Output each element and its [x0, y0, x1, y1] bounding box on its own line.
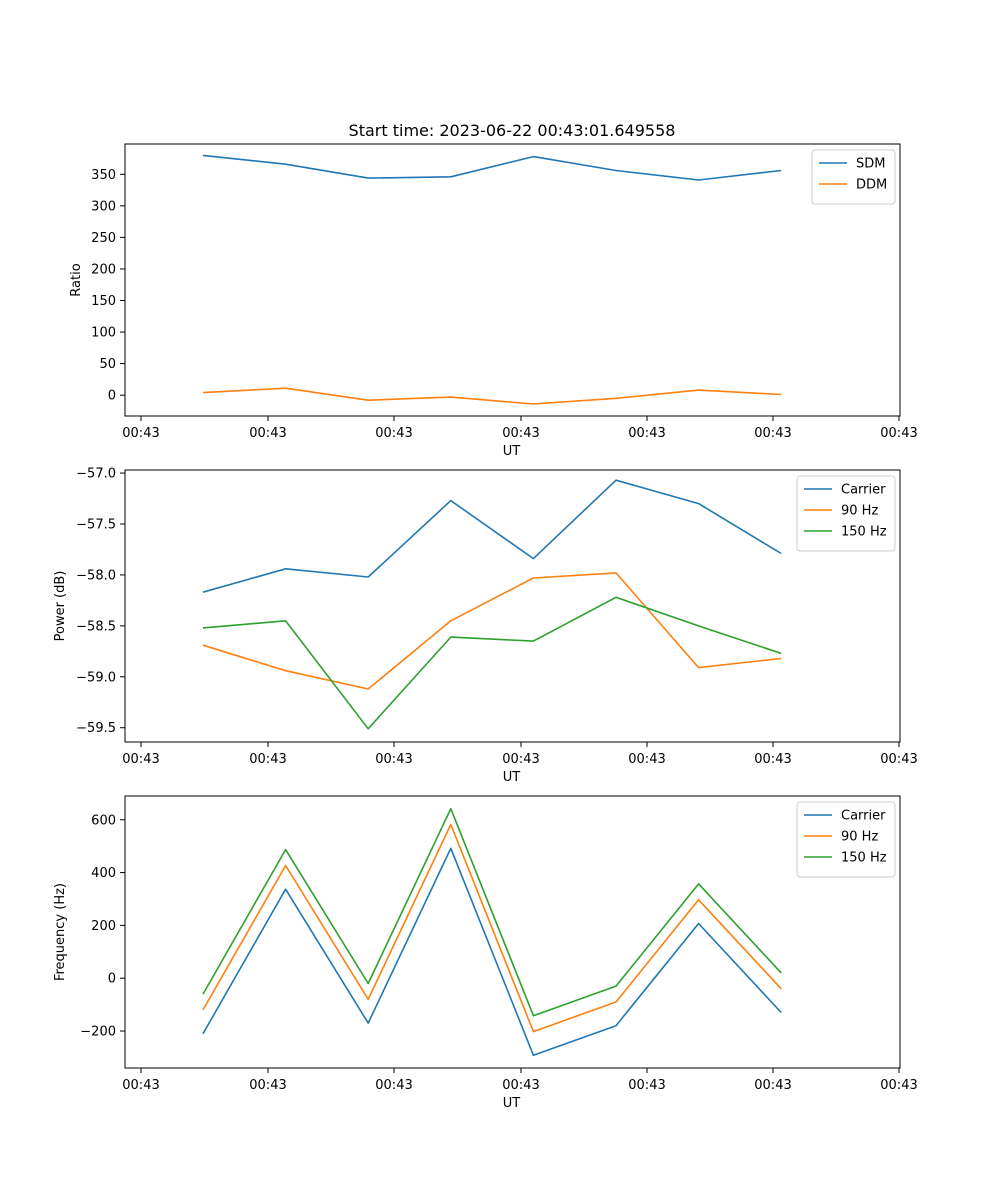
x-tick-label: 00:43: [375, 752, 412, 767]
y-tick-label: 100: [91, 326, 116, 341]
series-line-150-hz: [202, 807, 782, 1017]
x-tick-label: 00:43: [628, 1078, 665, 1093]
legend-entry: SDM: [856, 157, 885, 172]
y-tick-label: 0: [108, 972, 116, 987]
legend: [796, 801, 896, 878]
panels: 00:43 00:43 00:43 00:43 00:43 00:43 00:43 UT 0 50…: [53, 143, 918, 1111]
series-line-150-hz: [202, 596, 782, 730]
series-line-90-hz: [202, 823, 782, 1033]
x-tick-label: 00:43: [754, 1078, 791, 1093]
panel-3: 00:43 00:43 00:43 00:43 00:43 00:43 00:43 UT −20…: [53, 795, 918, 1111]
y-axis-label: Frequency (Hz): [53, 883, 68, 981]
x-tick-label: 00:43: [249, 1078, 286, 1093]
y-tick-label: −200: [80, 1025, 116, 1040]
y-tick-label: 600: [91, 813, 116, 828]
y-tick-label: 0: [108, 389, 116, 404]
y-axis-label: Ratio: [69, 263, 84, 296]
y-tick-label: 200: [91, 919, 116, 934]
panel-1: 00:43 00:43 00:43 00:43 00:43 00:43 00:43 UT 0 50…: [69, 143, 918, 459]
legend-entry: 90 Hz: [841, 504, 878, 519]
series-line-carrier: [202, 847, 782, 1057]
y-tick-label: 300: [91, 199, 116, 214]
y-tick-label: 50: [99, 357, 116, 372]
x-tick-label: 00:43: [502, 426, 539, 441]
y-tick-label: 250: [91, 231, 116, 246]
x-tick-label: 00:43: [880, 752, 917, 767]
legend-entry: Carrier: [841, 809, 886, 824]
x-tick-label: 00:43: [628, 426, 665, 441]
x-axis-label: UT: [503, 444, 521, 459]
series-line-90-hz: [202, 572, 782, 690]
legend-entry: DDM: [856, 178, 887, 193]
y-tick-label: −59.0: [76, 670, 116, 685]
y-tick-label: −58.0: [76, 568, 116, 583]
panel-2: 00:43 00:43 00:43 00:43 00:43 00:43 00:43 UT −59…: [53, 467, 918, 785]
plot-frame: [124, 143, 901, 417]
x-tick-label: 00:43: [754, 426, 791, 441]
series-line-carrier: [202, 479, 782, 593]
y-tick-label: −58.5: [76, 619, 116, 634]
chart-title: Start time: 2023-06-22 00:43:01.649558: [349, 121, 676, 140]
x-tick-label: 00:43: [628, 752, 665, 767]
x-tick-label: 00:43: [375, 1078, 412, 1093]
x-tick-label: 00:43: [122, 426, 159, 441]
x-tick-label: 00:43: [880, 426, 917, 441]
plot-frame: [124, 469, 901, 743]
x-tick-label: 00:43: [249, 752, 286, 767]
x-tick-label: 00:43: [880, 1078, 917, 1093]
x-tick-label: 00:43: [249, 426, 286, 441]
x-tick-label: 00:43: [375, 426, 412, 441]
legend-entry: 150 Hz: [841, 525, 887, 540]
y-tick-label: −57.5: [76, 517, 116, 532]
x-axis-label: UT: [503, 1096, 521, 1111]
plot-frame: [124, 795, 901, 1069]
y-axis-label: Power (dB): [53, 571, 68, 642]
x-tick-label: 00:43: [502, 752, 539, 767]
x-axis-label: UT: [503, 770, 521, 785]
y-tick-label: 200: [91, 262, 116, 277]
y-tick-label: −59.5: [76, 721, 116, 736]
x-tick-label: 00:43: [502, 1078, 539, 1093]
y-tick-label: 350: [91, 168, 116, 183]
y-tick-label: 400: [91, 866, 116, 881]
legend-entry: 150 Hz: [841, 851, 887, 866]
y-tick-label: −57.0: [76, 467, 116, 482]
y-tick-label: 150: [91, 294, 116, 309]
x-tick-label: 00:43: [122, 752, 159, 767]
legend: [796, 475, 896, 552]
x-tick-label: 00:43: [122, 1078, 159, 1093]
x-tick-label: 00:43: [754, 752, 791, 767]
series-line-ddm: [202, 387, 782, 405]
legend-entry: Carrier: [841, 483, 886, 498]
series-line-sdm: [202, 154, 782, 181]
legend-entry: 90 Hz: [841, 830, 878, 845]
